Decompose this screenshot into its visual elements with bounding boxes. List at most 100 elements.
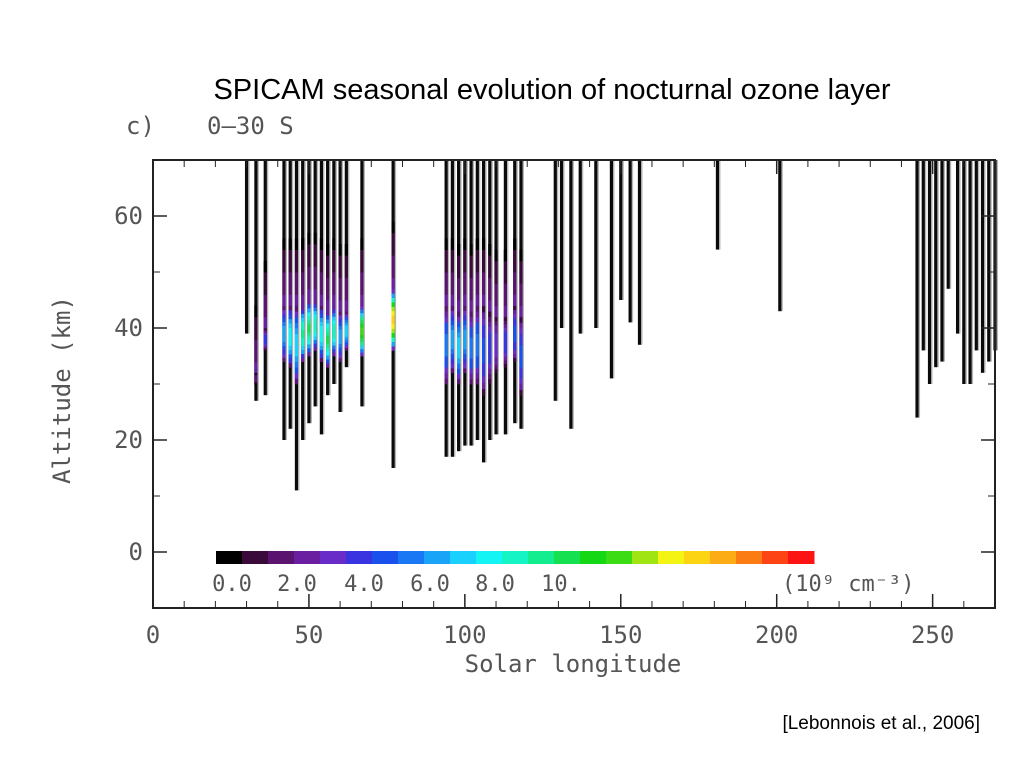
colorbar-swatch: [502, 551, 529, 564]
ozone-cell: [282, 260, 286, 273]
ozone-cell: [469, 363, 473, 369]
column-profile: [934, 160, 938, 368]
ozone-cell: [326, 277, 330, 290]
colorbar-swatch: [658, 551, 685, 564]
ozone-cell: [282, 321, 286, 326]
data-column: [503, 160, 509, 435]
ozone-cell: [494, 360, 498, 366]
ozone-cell: [391, 232, 395, 245]
ozone-cell: [469, 311, 473, 317]
column-shadow: [622, 160, 624, 300]
plot-frame: [152, 159, 996, 609]
ozone-cell: [288, 305, 292, 311]
data-column: [360, 160, 365, 407]
ozone-cell: [301, 249, 305, 262]
ozone-cell: [457, 358, 461, 364]
chart-subtitle: 0–30 S: [207, 112, 294, 140]
ozone-cell: [494, 249, 498, 262]
colorbar-tick-label: 0.0: [212, 572, 252, 597]
ozone-cell: [488, 266, 492, 278]
ozone-cell: [457, 352, 461, 359]
ozone-cell: [301, 317, 305, 322]
ozone-cell: [391, 297, 395, 303]
ozone-cell: [338, 358, 342, 362]
colorbar-swatch: [710, 551, 737, 564]
ozone-cell: [282, 294, 286, 306]
ozone-cell: [294, 305, 299, 312]
ozone-cell: [338, 332, 342, 337]
data-column: [987, 160, 992, 362]
ozone-cell: [494, 340, 498, 346]
column-profile: [962, 160, 966, 384]
y-tick-label: 40: [114, 314, 143, 342]
ozone-cell: [282, 283, 286, 295]
column-profile: [927, 160, 932, 384]
colorbar-swatch: [528, 551, 555, 564]
ozone-cell: [313, 314, 317, 319]
ozone-cell: [301, 238, 305, 250]
ozone-cell: [301, 313, 305, 318]
ozone-cell: [391, 288, 395, 294]
ozone-cell: [254, 361, 258, 374]
ozone-cell: [494, 305, 498, 318]
ozone-cell: [294, 294, 299, 306]
ozone-cell: [450, 363, 454, 369]
ozone-cell: [519, 305, 523, 318]
ozone-cell: [519, 260, 523, 273]
ozone-cell: [444, 322, 448, 329]
ozone-cell: [282, 341, 286, 346]
ozone-cell: [519, 356, 523, 362]
ozone-cell: [391, 328, 395, 334]
ozone-cell: [332, 316, 336, 321]
ozone-cell: [391, 341, 395, 347]
ozone-cell: [338, 329, 342, 334]
ozone-cell: [313, 277, 317, 290]
ozone-cell: [391, 221, 395, 234]
ozone-cell: [338, 266, 342, 278]
ozone-cell: [360, 345, 364, 350]
ozone-cell: [301, 353, 305, 358]
data-column: [463, 160, 468, 446]
colorbar-swatch: [632, 551, 659, 564]
y-tick-label: 0: [129, 538, 143, 566]
column-shadow: [478, 160, 481, 440]
ozone-cell: [338, 255, 342, 267]
ozone-cell: [475, 333, 479, 340]
ozone-cell: [360, 341, 364, 346]
ozone-cell: [481, 238, 486, 250]
ozone-cell: [513, 305, 517, 310]
ozone-cell: [391, 277, 395, 290]
ozone-cell: [519, 339, 523, 346]
panel-label: c): [126, 112, 155, 140]
ozone-cell: [391, 302, 395, 307]
ozone-cell: [463, 339, 467, 345]
ozone-cell: [263, 305, 267, 318]
ozone-cell: [469, 347, 473, 354]
column-profile: [609, 160, 614, 379]
ozone-cell: [481, 331, 486, 338]
ozone-cell: [307, 244, 311, 256]
column-shadow: [329, 160, 331, 396]
ozone-cell: [488, 316, 492, 322]
ozone-cell: [494, 348, 498, 354]
ozone-cell: [475, 322, 479, 329]
data-column: [594, 160, 599, 328]
ozone-cell: [444, 356, 448, 362]
ozone-cell: [494, 352, 498, 358]
ozone-cell: [469, 316, 473, 322]
ozone-cell: [282, 357, 286, 362]
column-shadow: [781, 160, 783, 312]
data-column: [457, 160, 462, 452]
column-shadow: [977, 160, 980, 351]
ozone-cell: [288, 283, 292, 295]
ozone-cell: [332, 323, 336, 328]
column-shadow: [563, 160, 565, 328]
ozone-cell: [463, 315, 467, 321]
ozone-cell: [313, 255, 317, 267]
ozone-cell: [332, 305, 336, 310]
ozone-cell: [313, 343, 317, 348]
ozone-cell: [444, 378, 448, 385]
ozone-cell: [469, 378, 473, 385]
column-shadow: [316, 160, 319, 407]
ozone-cell: [319, 345, 323, 350]
